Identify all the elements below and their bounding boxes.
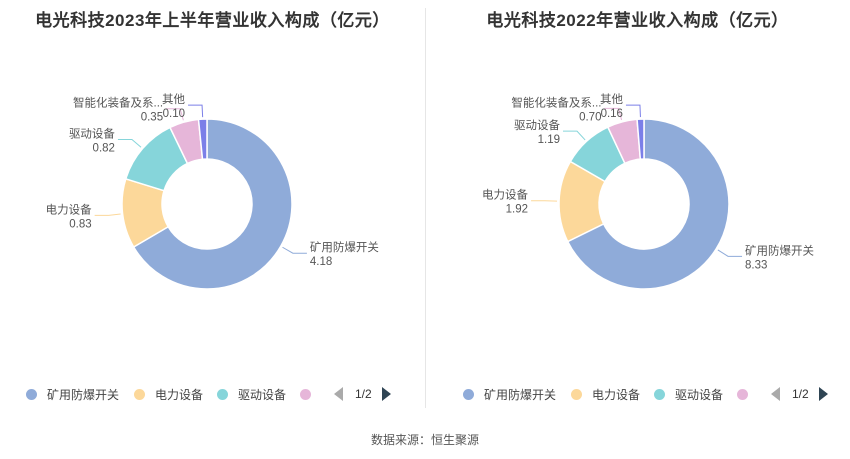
slice-value-label: 0.70 <box>579 111 601 123</box>
leader-line <box>717 249 743 257</box>
legend-dot <box>737 388 748 400</box>
chart-panel-2022: 电光科技2022年营业收入构成（亿元） 矿用防爆开关 8.33 电力设备 1.92 驱动… <box>425 0 850 420</box>
legend-dot <box>300 388 311 400</box>
legend-item-intelligent-equipment[interactable] <box>737 384 758 404</box>
slice-label: 其他 <box>600 93 623 106</box>
legend-label: 电力设备 <box>155 387 204 402</box>
legend-dot <box>654 388 665 400</box>
slice-label: 智能化装备及系... <box>511 95 601 109</box>
next-page-icon[interactable] <box>818 387 828 401</box>
slice-value-label: 4.18 <box>310 256 332 268</box>
leader-line <box>188 104 204 118</box>
legend-item-mine-switch[interactable]: 矿用防爆开关 <box>463 384 556 404</box>
legend-pager: 1/2 <box>771 384 828 404</box>
chart-title: 电光科技2023年上半年营业收入构成（亿元） <box>35 11 390 30</box>
legend-pager: 1/2 <box>334 384 391 404</box>
slice-value-label: 0.16 <box>601 108 623 120</box>
slice-label: 矿用防爆开关 <box>745 243 814 257</box>
leader-line <box>117 138 142 148</box>
legend-dot <box>217 388 228 400</box>
slice-label: 电力设备 <box>482 188 528 202</box>
legend-item-intelligent-equipment[interactable] <box>300 384 321 404</box>
legend: 矿用防爆开关 电力设备 驱动设备 1/2 <box>425 384 850 404</box>
slice-label: 智能化装备及系... <box>73 96 163 110</box>
legend-item-mine-switch[interactable]: 矿用防爆开关 <box>26 384 119 404</box>
slice-label: 其他 <box>162 93 185 106</box>
slice-value-label: 0.82 <box>93 142 115 154</box>
slice-other[interactable] <box>636 118 645 160</box>
pager-text: 1/2 <box>355 387 372 401</box>
chart-panel-2023h1: 电光科技2023年上半年营业收入构成（亿元） 矿用防爆开关 4.18 电力设备 0.8… <box>0 0 425 420</box>
data-source-note: 数据来源：恒生聚源 <box>370 433 479 447</box>
slice-label: 驱动设备 <box>514 118 560 132</box>
legend-label: 矿用防爆开关 <box>47 387 120 402</box>
leader-line <box>166 108 184 121</box>
legend-label: 电力设备 <box>592 387 641 402</box>
legend-dot <box>134 388 145 400</box>
slice-mine-switch[interactable] <box>132 118 293 290</box>
legend-item-power-equipment[interactable]: 电力设备 <box>571 384 640 404</box>
legend-label: 矿用防爆开关 <box>484 387 557 402</box>
slice-value-label: 0.10 <box>163 108 185 120</box>
legend-item-drive-equipment[interactable]: 驱动设备 <box>654 384 723 404</box>
leader-line <box>282 246 307 254</box>
slice-label: 矿用防爆开关 <box>310 240 379 254</box>
legend: 矿用防爆开关 电力设备 驱动设备 1/2 <box>0 384 425 404</box>
leader-line <box>604 107 623 121</box>
slice-value-label: 1.92 <box>506 204 528 216</box>
slice-label: 驱动设备 <box>69 126 115 140</box>
legend-item-power-equipment[interactable]: 电力设备 <box>134 384 203 404</box>
prev-page-icon[interactable] <box>334 387 343 401</box>
legend-label: 驱动设备 <box>675 387 724 402</box>
leader-line <box>563 130 586 141</box>
panel-divider <box>425 8 426 408</box>
slice-mine-switch[interactable] <box>566 118 730 290</box>
legend-dot <box>26 388 37 400</box>
donut-chart: 矿用防爆开关 4.18 电力设备 0.83 驱动设备 0.82 智能化装备及系... 0.35… <box>46 93 379 290</box>
legend-label: 驱动设备 <box>238 387 287 402</box>
legend-dot <box>571 388 582 400</box>
leader-line <box>94 213 121 216</box>
slice-value-label: 8.33 <box>745 259 767 271</box>
prev-page-icon[interactable] <box>771 387 780 401</box>
legend-dot <box>463 388 474 400</box>
slice-other[interactable] <box>197 118 208 161</box>
pager-text: 1/2 <box>792 387 809 401</box>
slice-value-label: 0.83 <box>69 218 91 230</box>
next-page-icon[interactable] <box>381 387 391 401</box>
leader-line <box>625 104 641 118</box>
chart-title: 电光科技2022年营业收入构成（亿元） <box>486 11 789 30</box>
slice-value-label: 1.19 <box>538 134 560 146</box>
legend-item-drive-equipment[interactable]: 驱动设备 <box>217 384 286 404</box>
donut-chart: 矿用防爆开关 8.33 电力设备 1.92 驱动设备 1.19 智能化装备及系... 0.70… <box>482 93 815 290</box>
slice-label: 电力设备 <box>46 202 92 216</box>
slice-value-label: 0.35 <box>141 112 163 124</box>
